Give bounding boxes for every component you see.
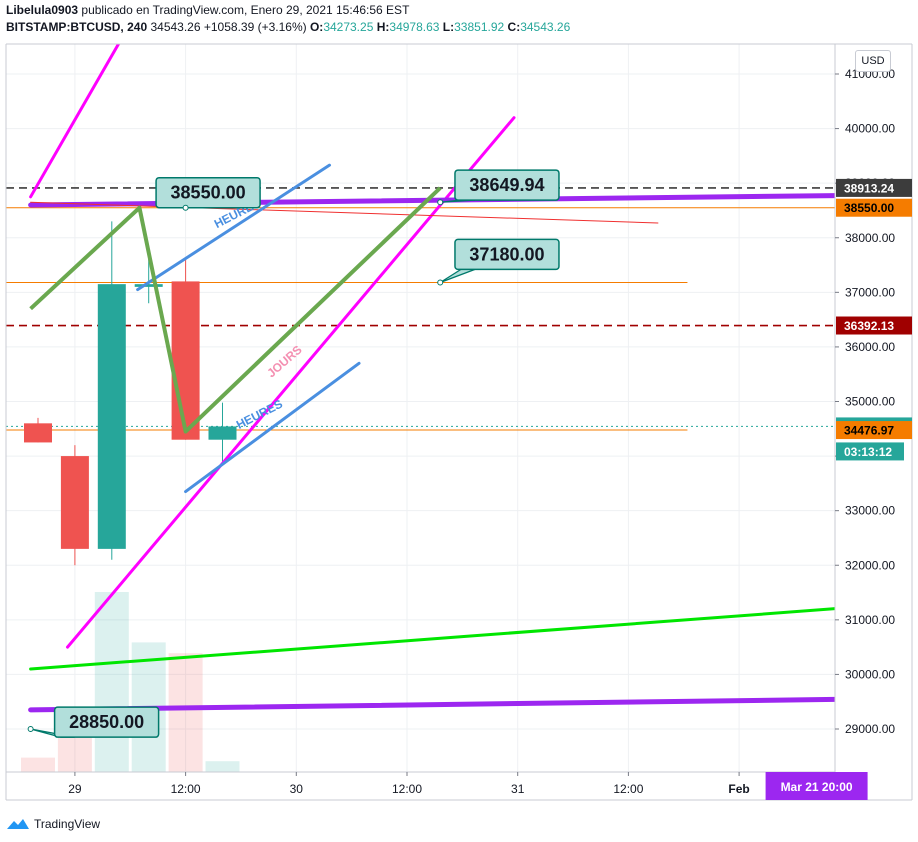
- volume-bar: [205, 761, 240, 772]
- y-tick-label: 40000.00: [845, 122, 895, 136]
- symbol-name[interactable]: BITSTAMP:BTCUSD, 240: [6, 20, 148, 34]
- countdown-bg: [836, 442, 904, 461]
- y-tick-label: 37000.00: [845, 285, 895, 299]
- cursor-time-label: Mar 21 20:00: [781, 780, 853, 794]
- y-tick-label: 35000.00: [845, 395, 895, 409]
- low-label: L:: [442, 20, 455, 34]
- x-tick-label: Feb: [728, 782, 749, 796]
- callout-box: [155, 176, 261, 209]
- x-tick-label: 30: [290, 782, 304, 796]
- x-tick-label: 12:00: [171, 782, 201, 796]
- price-label-bg: [836, 178, 912, 197]
- last-price: 34543.26: [150, 20, 201, 34]
- zigzag-line: [29, 186, 442, 434]
- close-label: C:: [507, 20, 521, 34]
- volume-bar: [168, 653, 203, 772]
- candle-body: [24, 423, 52, 443]
- y-tick-label: 32000.00: [845, 558, 895, 572]
- price-label-bg: [836, 198, 912, 217]
- tradingview-logo-icon: [7, 819, 29, 829]
- callout-text: 28850.00: [69, 712, 144, 732]
- candle-body: [60, 456, 89, 549]
- price-label-bg: [836, 421, 912, 440]
- callout-text: 38550.00: [171, 183, 246, 203]
- callout-box: [454, 169, 560, 201]
- candle-body: [208, 426, 237, 440]
- open-label: O:: [309, 20, 324, 34]
- callout-anchor: [437, 279, 444, 286]
- trend-line-blue-heures-2: [184, 361, 361, 494]
- x-tick-label: 31: [511, 782, 525, 796]
- high-label: H:: [376, 20, 390, 34]
- y-tick-label: 38000.00: [845, 231, 895, 245]
- candle-body: [97, 284, 126, 549]
- callout-box: [53, 706, 160, 738]
- footer-brand: TradingView: [34, 817, 101, 831]
- trend-line-magenta-upper: [29, 44, 121, 199]
- close-value: 34543.26: [520, 20, 571, 34]
- trend-line-blue-heures-1: [136, 163, 332, 292]
- high-value: 34978.63: [389, 20, 440, 34]
- y-tick-label: 29000.00: [845, 722, 895, 736]
- low-value: 33851.92: [454, 20, 505, 34]
- callout-anchor: [27, 726, 34, 732]
- price-label-bg: [836, 316, 912, 335]
- x-tick-label: 12:00: [613, 782, 643, 796]
- published-text: publicado en TradingView.com, Enero 29, …: [81, 3, 410, 17]
- y-tick-label: 36000.00: [845, 340, 895, 354]
- candle-body: [171, 281, 200, 440]
- callout-text: 37180.00: [469, 244, 544, 264]
- callout-anchor: [182, 204, 189, 211]
- publish-line: Libelula0903 publicado en TradingView.co…: [6, 2, 570, 19]
- y-tick-label: 33000.00: [845, 504, 895, 518]
- price-label: 38550.00: [844, 201, 894, 215]
- open-value: 34273.25: [323, 20, 374, 34]
- callout-text: 38649.94: [469, 175, 544, 195]
- callout-anchor: [437, 199, 444, 206]
- callout-box: [454, 238, 560, 271]
- price-label: 36392.13: [844, 319, 894, 333]
- y-tick-label: 31000.00: [845, 613, 895, 627]
- trend-line-green-bottom: [29, 607, 835, 671]
- x-tick-label: 12:00: [392, 782, 422, 796]
- price-label: 38913.24: [844, 181, 894, 195]
- symbol-line: BITSTAMP:BTCUSD, 240 34543.26 +1058.39 (…: [6, 19, 570, 36]
- y-tick-label: 30000.00: [845, 667, 895, 681]
- volume-bar: [21, 757, 55, 772]
- grid-lines: [6, 44, 835, 772]
- trend-line-purple-bottom: [28, 696, 835, 713]
- trend-line-red-thin: [30, 201, 659, 224]
- cursor-time-bg: [765, 772, 868, 800]
- candle-body: [134, 284, 163, 287]
- currency-button[interactable]: USD: [855, 50, 891, 72]
- callout-pointer: [439, 268, 476, 284]
- countdown-label: 03:13:12: [844, 445, 892, 459]
- chart-header: Libelula0903 publicado en TradingView.co…: [6, 2, 570, 36]
- x-tick-label: 29: [68, 782, 82, 796]
- publisher-name[interactable]: Libelula0903: [6, 3, 79, 17]
- price-label: 34476.97: [844, 424, 894, 438]
- trend-line-magenta-channel: [66, 116, 516, 649]
- volume-bar: [94, 592, 129, 772]
- price-change: +1058.39 (+3.16%): [203, 20, 307, 34]
- tradingview-footer: TradingView: [6, 814, 100, 834]
